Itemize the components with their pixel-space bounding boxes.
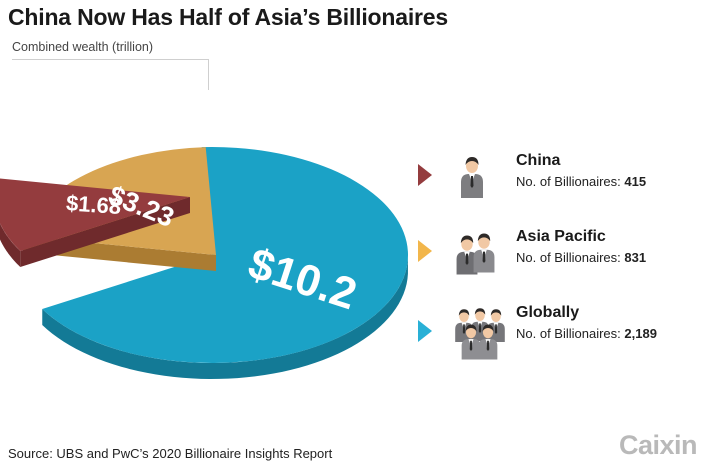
legend-count: No. of Billionaires: 831 [516, 250, 647, 265]
legend-arrow-icon [418, 320, 432, 342]
crowd-icon [455, 308, 505, 360]
slice-label-china: $1.68 [65, 190, 122, 219]
callout-line [12, 59, 209, 90]
legend-arrow-icon [418, 164, 432, 186]
pie-slice-china [0, 178, 190, 251]
legend-arrow-icon [418, 240, 432, 262]
pie-slice-edge-china [20, 197, 191, 267]
people-group-icon [456, 233, 495, 275]
legend-name: China [516, 152, 561, 169]
legend-count: No. of Billionaires: 415 [516, 174, 647, 189]
person-icon [461, 157, 483, 198]
brand-logo: Caixin [618, 430, 698, 460]
chart-subtitle: Combined wealth (trillion) [12, 40, 154, 54]
source-note: Source: UBS and PwC’s 2020 Billionaire I… [8, 446, 333, 461]
pie-slice-side-globally [42, 257, 408, 379]
legend-name: Globally [516, 304, 580, 321]
legend-item-globally: Globally No. of Billionaires: 2,189 [418, 304, 698, 360]
pie-slice-globally [42, 147, 408, 363]
chart-title: China Now Has Half of Asia’s Billionaire… [8, 4, 448, 30]
legend-item-china: China No. of Billionaires: 415 [418, 152, 698, 208]
legend-name: Asia Pacific [516, 228, 606, 245]
pie-slice-side-china [0, 223, 21, 267]
legend-item-asia-pacific: Asia Pacific No. of Billionaires: 831 [418, 228, 698, 284]
legend-count: No. of Billionaires: 2,189 [516, 326, 657, 341]
